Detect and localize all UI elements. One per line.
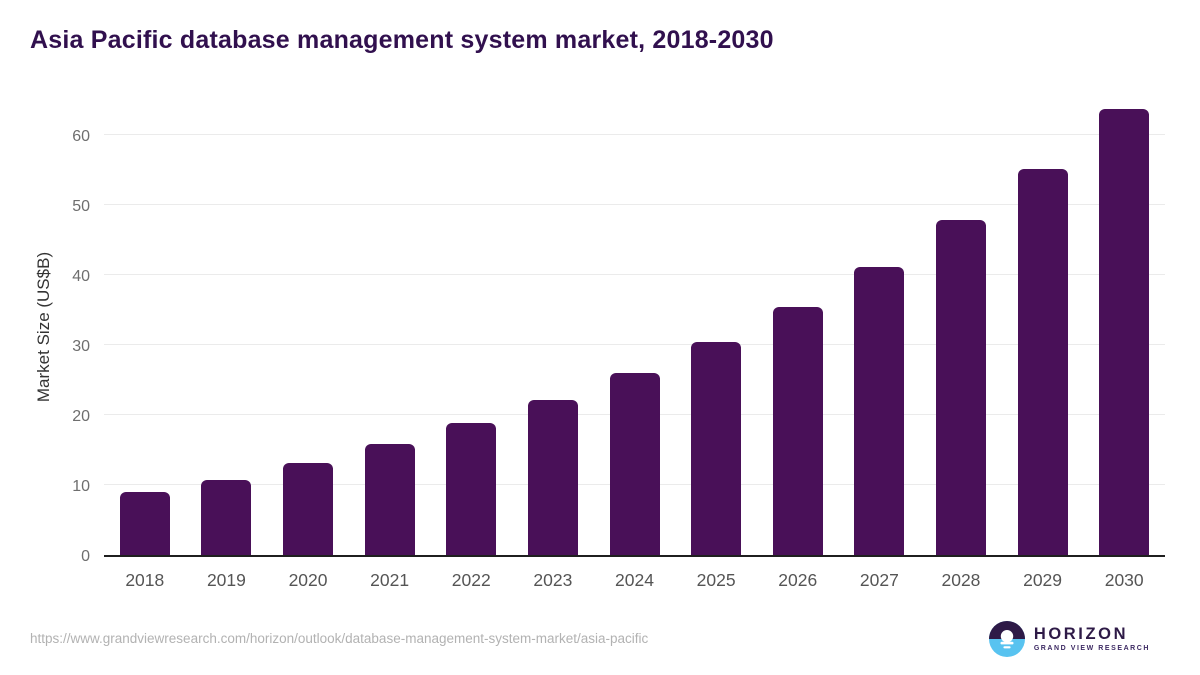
gridline-30	[104, 344, 1165, 345]
logo-text: HORIZON GRAND VIEW RESEARCH	[1033, 624, 1150, 653]
y-tick-label-20: 20	[72, 408, 90, 425]
y-tick-label-10: 10	[72, 478, 90, 495]
x-tick-label-2021: 2021	[370, 570, 410, 590]
y-tick-label-60: 60	[72, 128, 90, 145]
bar-2025	[691, 342, 742, 555]
bar-2029	[1017, 168, 1068, 555]
x-tick-label-2019: 2019	[206, 570, 246, 590]
bar-2026	[772, 306, 823, 555]
horizon-logo: HORIZON GRAND VIEW RESEARCH	[988, 621, 1150, 657]
x-axis-labels: 2018 2019 2020 2021 2022 2023 2024 2025 2026 2027…	[104, 570, 1165, 600]
y-tick-label-50: 50	[72, 198, 90, 215]
bar-2030	[1099, 109, 1150, 555]
bar-2027	[854, 266, 905, 555]
bar-2018	[119, 492, 170, 555]
y-axis-ticks: 0 10 20 30 40 50 60	[0, 97, 90, 565]
x-tick-label-2026: 2026	[778, 570, 818, 590]
x-tick-label-2028: 2028	[941, 570, 981, 590]
horizon-sun-over-water-icon	[988, 621, 1025, 657]
bar-2024	[609, 373, 660, 555]
bar-2028	[935, 220, 986, 555]
logo-wordmark: HORIZON	[1033, 624, 1129, 643]
bar-2021	[364, 443, 415, 555]
y-tick-label-40: 40	[72, 268, 90, 285]
bar-2022	[446, 423, 497, 555]
x-tick-label-2018: 2018	[125, 570, 165, 590]
bar-2019	[201, 480, 252, 555]
plot-area	[104, 97, 1165, 557]
x-tick-label-2029: 2029	[1023, 570, 1063, 590]
gridline-60	[104, 134, 1165, 135]
gridline-40	[104, 274, 1165, 275]
bar-2020	[283, 463, 334, 555]
x-tick-label-2022: 2022	[451, 570, 491, 590]
x-tick-label-2023: 2023	[533, 570, 573, 590]
x-tick-label-2024: 2024	[615, 570, 654, 590]
bar-2023	[527, 399, 578, 555]
y-tick-label-0: 0	[81, 548, 90, 565]
source-url: https://www.grandviewresearch.com/horizo…	[30, 631, 649, 646]
chart-title: Asia Pacific database management system …	[30, 26, 774, 54]
y-tick-label-30: 30	[72, 338, 90, 355]
x-tick-label-2027: 2027	[859, 570, 899, 590]
logo-subtitle: GRAND VIEW RESEARCH	[1033, 645, 1150, 653]
x-tick-label-2025: 2025	[696, 570, 736, 590]
gridline-50	[104, 204, 1165, 205]
x-tick-label-2020: 2020	[288, 570, 328, 590]
x-tick-label-2030: 2030	[1104, 570, 1144, 590]
